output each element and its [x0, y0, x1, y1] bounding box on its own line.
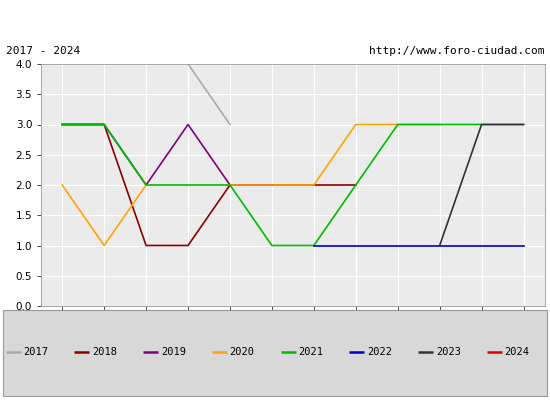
Text: 2021: 2021: [298, 347, 323, 357]
Text: Evolucion del paro registrado en Pertusa: Evolucion del paro registrado en Pertusa: [100, 14, 450, 28]
Text: 2022: 2022: [367, 347, 392, 357]
FancyBboxPatch shape: [3, 310, 547, 396]
Text: 2020: 2020: [230, 347, 255, 357]
Text: 2017: 2017: [23, 347, 48, 357]
Text: 2023: 2023: [436, 347, 461, 357]
Text: 2024: 2024: [505, 347, 530, 357]
Text: http://www.foro-ciudad.com: http://www.foro-ciudad.com: [369, 46, 544, 56]
Text: 2019: 2019: [161, 347, 186, 357]
Text: 2018: 2018: [92, 347, 117, 357]
Text: 2017 - 2024: 2017 - 2024: [6, 46, 80, 56]
